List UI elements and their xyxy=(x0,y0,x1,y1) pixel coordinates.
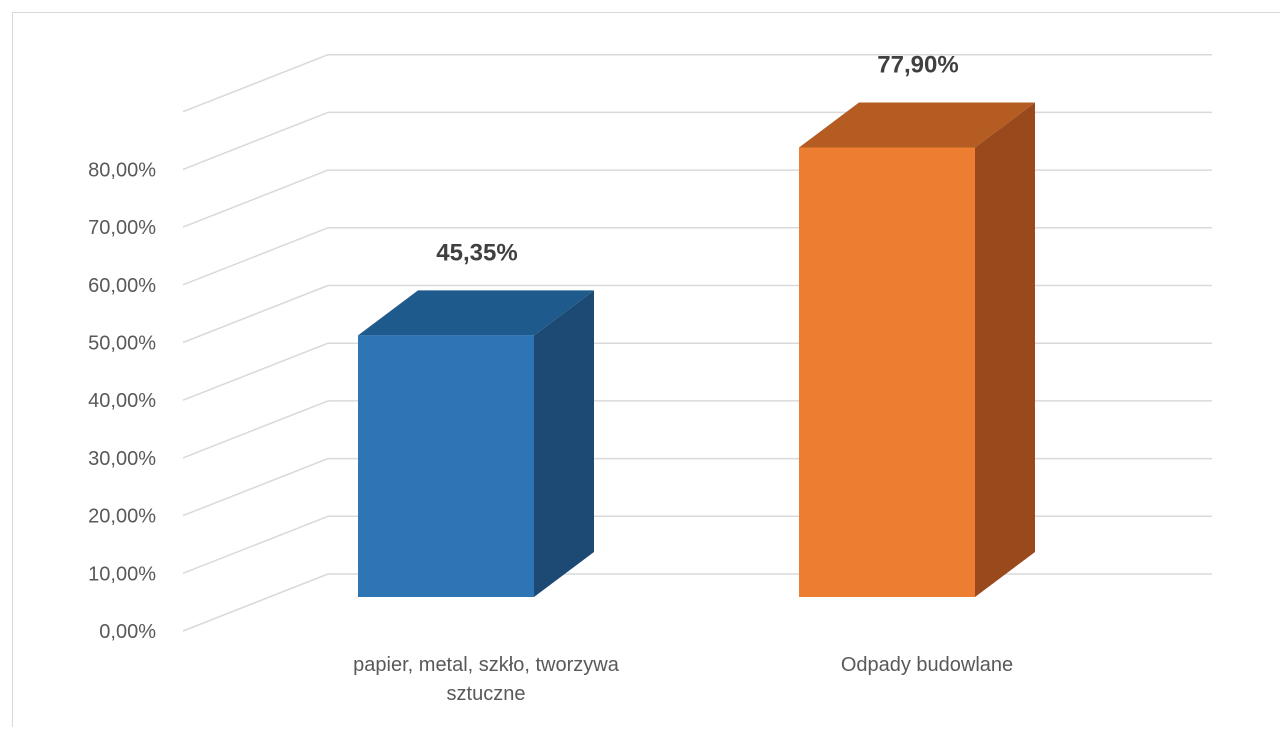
data-label: 77,90% xyxy=(877,52,958,79)
side-wall-gridline xyxy=(182,284,329,344)
chart-frame xyxy=(12,12,1280,727)
y-tick-label: 40,00% xyxy=(88,390,156,412)
bars xyxy=(358,102,1035,597)
data-label: 45,35% xyxy=(436,239,517,266)
side-wall-gridline xyxy=(182,227,329,286)
y-tick-label: 70,00% xyxy=(88,217,156,239)
data-labels: 45,35% 77,90% xyxy=(436,52,958,267)
side-wall-gridline xyxy=(182,515,329,574)
bar-side-face xyxy=(975,102,1035,597)
y-tick-label: 30,00% xyxy=(88,448,156,470)
side-wall-gridline xyxy=(182,54,329,113)
y-tick-label: 0,00% xyxy=(99,621,156,643)
chart-walls xyxy=(182,53,1212,632)
side-wall-gridline xyxy=(182,457,329,517)
category-label: Odpady budowlane xyxy=(841,654,1013,676)
side-wall-gridline xyxy=(182,111,329,171)
y-tick-label: 20,00% xyxy=(88,506,156,528)
y-tick-label: 60,00% xyxy=(88,275,156,297)
side-wall-gridline xyxy=(182,169,329,228)
bar-front-face xyxy=(799,147,975,597)
y-tick-label: 10,00% xyxy=(88,563,156,585)
category-labels: papier, metal, szkło, tworzywa sztuczne Od… xyxy=(353,654,1013,705)
side-wall-gridline xyxy=(182,342,329,401)
bar xyxy=(358,290,594,597)
bar-top-face xyxy=(799,102,1035,148)
bar-front-face xyxy=(358,335,534,597)
category-label: papier, metal, szkło, tworzywa sztuczne xyxy=(353,654,620,705)
bar-side-face xyxy=(534,290,594,597)
side-wall-gridline xyxy=(182,400,329,459)
y-axis-tick-labels: 0,00% 10,00% 20,00% 30,00% 40,00% 50,00% 60,00… xyxy=(88,159,156,643)
y-tick-label: 80,00% xyxy=(88,159,156,181)
bar-top-face xyxy=(358,290,594,336)
bar xyxy=(799,102,1035,597)
side-wall-gridline xyxy=(182,573,329,632)
y-tick-label: 50,00% xyxy=(88,333,156,355)
